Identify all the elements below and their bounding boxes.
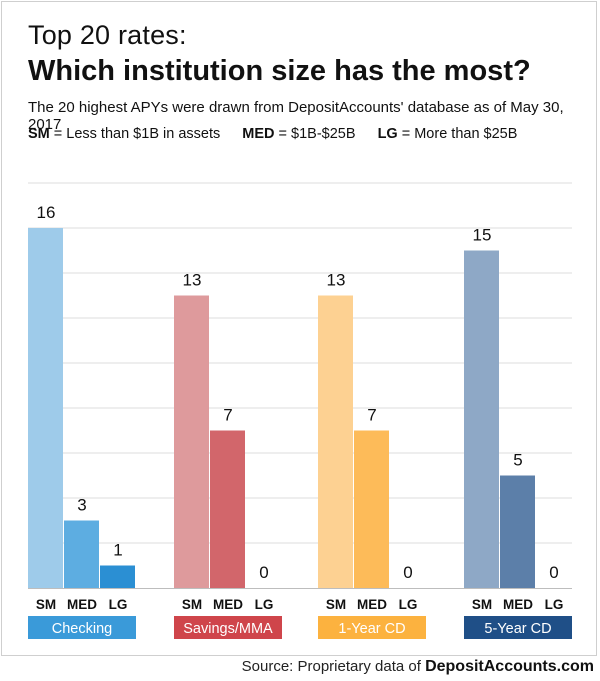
chart-frame: [1, 1, 597, 656]
category-label: LG: [255, 597, 274, 612]
data-label: 3: [77, 496, 86, 515]
category-label: MED: [213, 597, 243, 612]
group-label: Savings/MMA: [183, 621, 273, 637]
bar-checking-med: [64, 520, 99, 588]
data-label: 0: [403, 563, 412, 582]
legend-desc: = Less than $1B in assets: [53, 126, 221, 142]
category-label: SM: [472, 597, 492, 612]
bar-5-year-cd-sm: [464, 250, 499, 588]
group-label: 5-Year CD: [484, 621, 551, 637]
category-label: SM: [182, 597, 202, 612]
legend-desc: = $1B-$25B: [278, 126, 356, 142]
bar-savings-mma-med: [210, 430, 245, 588]
legend-key: SM: [28, 126, 50, 142]
data-label: 13: [327, 271, 346, 290]
data-label: 7: [223, 406, 232, 425]
chart-title-line1: Top 20 rates:: [28, 20, 187, 50]
category-label: LG: [109, 597, 128, 612]
data-label: 5: [513, 451, 522, 470]
category-label: MED: [67, 597, 97, 612]
group-label-box: [174, 616, 282, 639]
category-label: SM: [36, 597, 56, 612]
category-label: LG: [399, 597, 418, 612]
legend-item-med: MED = $1B-$25B: [242, 126, 355, 142]
bar-1-year-cd-med: [354, 430, 389, 588]
data-label: 13: [183, 271, 202, 290]
legend-item-lg: LG = More than $25B: [378, 126, 518, 142]
legend-item-sm: SM = Less than $1B in assets: [28, 126, 220, 142]
chart-subtitle: The 20 highest APYs were drawn from Depo…: [28, 99, 564, 133]
source-prefix: Source: Proprietary data of: [241, 658, 421, 675]
group-label-box: [464, 616, 572, 639]
source-note: Source: Proprietary data of DepositAccou…: [242, 658, 594, 676]
legend-key: LG: [377, 126, 398, 142]
category-label: LG: [545, 597, 564, 612]
data-label: 16: [37, 203, 56, 222]
category-label: MED: [503, 597, 533, 612]
bar-checking-sm: [28, 228, 63, 588]
chart-title-line2: Which institution size has the most?: [28, 55, 531, 87]
data-label: 0: [549, 563, 558, 582]
data-label: 15: [473, 226, 492, 245]
group-label: Checking: [52, 621, 112, 637]
group-label-box: [318, 616, 426, 639]
group-label-box: [28, 616, 136, 639]
data-label: 1: [113, 541, 122, 560]
group-label: 1-Year CD: [338, 621, 405, 637]
size-legend: SM = Less than $1B in assets MED = $1B-$…: [28, 126, 517, 142]
source-brand: DepositAccounts.com: [425, 658, 594, 675]
legend-desc: = More than $25B: [401, 126, 518, 142]
bar-checking-lg: [100, 565, 135, 588]
bar-savings-mma-sm: [174, 295, 209, 588]
legend-key: MED: [242, 126, 275, 142]
bar-1-year-cd-sm: [318, 295, 353, 588]
category-label: SM: [326, 597, 346, 612]
category-label: MED: [357, 597, 387, 612]
data-label: 0: [259, 563, 268, 582]
data-label: 7: [367, 406, 376, 425]
bar-5-year-cd-med: [500, 475, 535, 588]
